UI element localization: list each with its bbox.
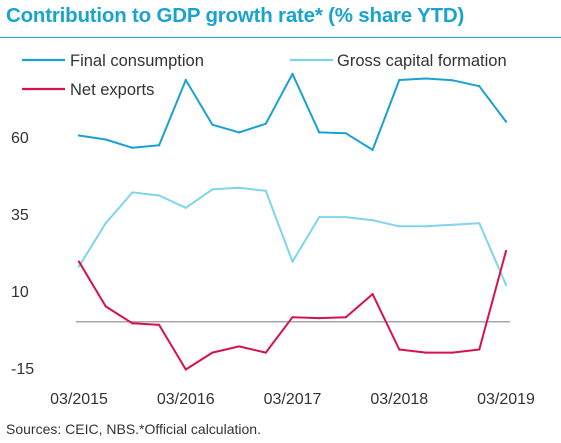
data-point [131,322,134,325]
data-point [291,316,294,319]
data-point [478,85,481,88]
legend-label: Final consumption [70,52,204,70]
data-point [371,148,374,152]
chart-title: Contribution to GDP growth rate* (% shar… [6,4,465,27]
data-point [371,219,374,222]
data-point [211,351,214,354]
data-point [157,323,161,326]
series-points-3 [77,249,508,371]
data-point [77,265,81,268]
legend-label: Gross capital formation [337,52,507,70]
legend-label: Net exports [70,81,154,99]
data-point [184,206,187,209]
data-point [318,215,321,219]
data-point [478,222,481,225]
series-points-1 [77,72,508,152]
data-point [104,138,107,141]
sources-footnote: Sources: CEIC, NBS.*Official calculation… [6,421,261,437]
x-tick-label: 03/2018 [370,391,428,408]
data-point [238,345,241,348]
data-point [238,131,241,134]
data-point [424,77,428,80]
data-point [451,79,454,82]
data-point [264,122,267,125]
data-point [344,132,347,135]
y-tick-label: -15 [11,361,34,378]
data-point [211,188,214,191]
data-point [77,134,81,137]
title-divider [0,37,561,38]
x-tick-label: 03/2016 [157,391,215,408]
x-tick-label: 03/2015 [50,391,108,408]
data-point [424,225,428,228]
data-point [184,368,187,371]
data-point [264,189,267,192]
x-tick-label: 03/2019 [477,391,535,408]
series-line-2 [78,186,507,286]
y-tick-label: 35 [11,207,29,224]
x-tick-label: 03/2017 [264,391,322,408]
data-point [184,78,187,82]
data-point [318,317,321,320]
y-tick-label: 60 [11,130,29,147]
series-line-3 [78,250,507,371]
data-point [211,123,214,126]
data-point [104,305,107,308]
series-points-2 [77,186,508,286]
data-point [238,186,241,189]
data-point [398,78,401,82]
data-point [104,222,107,225]
data-point [291,72,294,75]
data-point [157,144,161,147]
data-point [291,260,294,263]
data-point [131,191,134,194]
data-point [344,215,347,219]
data-point [264,351,267,354]
data-point [398,348,401,351]
data-point [131,146,134,149]
line-chart: 60 35 10 -15 03/2015 03/2016 03/2017 03/2018 03/… [11,52,535,408]
data-point [504,249,508,253]
data-point [371,292,374,296]
data-point [398,225,401,228]
data-point [504,120,508,123]
data-point [504,283,508,286]
data-point [451,351,454,354]
y-tick-label: 10 [11,284,29,301]
data-point [424,351,428,354]
data-point [77,260,81,263]
data-point [344,316,347,319]
data-point [478,348,481,351]
data-point [318,131,321,134]
data-point [451,223,454,226]
data-point [157,194,161,197]
